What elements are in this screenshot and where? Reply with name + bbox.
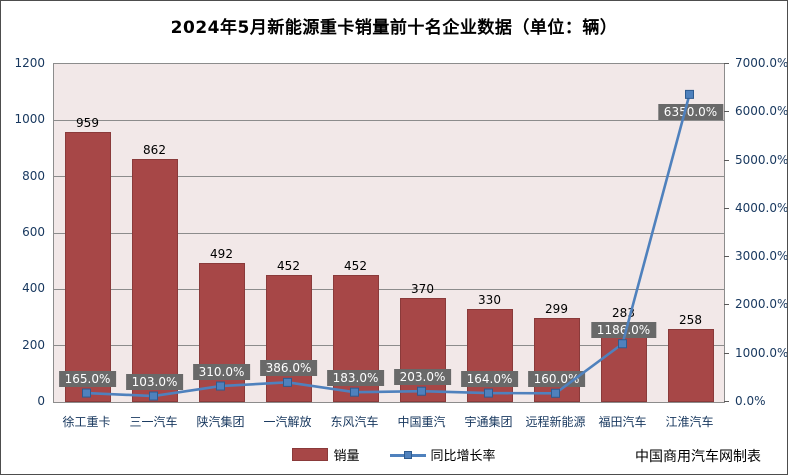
left-axis-tick-label: 800 xyxy=(22,168,45,183)
legend-item-growth: 同比增长率 xyxy=(389,445,496,464)
bar-value-label: 330 xyxy=(478,293,501,308)
gridline xyxy=(54,345,724,347)
right-axis-tick-mark xyxy=(724,63,729,64)
left-axis-tick-label: 600 xyxy=(22,225,45,239)
right-axis-tick-mark xyxy=(724,256,729,258)
bar-value-label: 452 xyxy=(277,258,300,273)
right-axis-tick-label: 4000.0% xyxy=(735,200,788,215)
x-axis-category-label: 中国重汽 xyxy=(397,415,446,429)
x-axis-category-label: 江淮汽车 xyxy=(665,415,714,429)
growth-point-marker xyxy=(283,377,292,387)
growth-point-marker xyxy=(417,386,426,396)
growth-value-label: 183.0% xyxy=(326,370,385,387)
right-axis-tick-label: 1000.0% xyxy=(735,345,788,360)
bar-value-label: 370 xyxy=(411,281,434,296)
footer-credit: 中国商用汽车网制表 xyxy=(635,449,761,465)
growth-point-marker xyxy=(149,391,158,401)
growth-value-label: 203.0% xyxy=(393,369,452,386)
bar-value-label: 492 xyxy=(210,247,233,262)
growth-point-marker xyxy=(618,339,627,349)
growth-value-label: 386.0% xyxy=(259,360,318,377)
x-axis-category-label: 东风汽车 xyxy=(330,415,379,429)
gridline xyxy=(54,288,724,290)
right-axis-tick-label: 3000.0% xyxy=(735,249,788,264)
x-axis-category-label: 陕汽集团 xyxy=(196,415,245,429)
right-axis-tick-mark xyxy=(724,111,729,113)
sales-bar xyxy=(533,317,580,402)
right-axis-tick-label: 5000.0% xyxy=(735,152,788,167)
gridline xyxy=(54,176,724,178)
right-axis-tick-mark xyxy=(724,401,729,402)
right-axis-tick-mark xyxy=(724,352,729,354)
growth-value-label: 103.0% xyxy=(125,374,184,391)
sales-swatch-icon xyxy=(292,448,329,461)
growth-point-marker xyxy=(551,388,560,398)
bar-value-label: 299 xyxy=(545,301,568,316)
legend-sales-label: 销量 xyxy=(333,449,360,464)
gridline xyxy=(54,119,724,121)
sales-bar xyxy=(64,131,111,402)
right-axis-tick-label: 6000.0% xyxy=(735,104,788,119)
growth-value-label: 165.0% xyxy=(58,371,117,388)
left-axis-tick-label: 0 xyxy=(37,394,45,408)
right-axis-tick-label: 7000.0% xyxy=(735,56,788,70)
bar-value-label: 452 xyxy=(344,258,367,273)
growth-point-marker xyxy=(484,388,493,398)
growth-line xyxy=(86,94,691,398)
left-axis-tick-label: 200 xyxy=(22,337,45,352)
growth-line-series xyxy=(82,89,694,401)
growth-point-marker xyxy=(82,388,91,398)
bar-value-label: 862 xyxy=(143,143,166,158)
x-axis-category-label: 三一汽车 xyxy=(129,415,178,429)
x-axis-category-label: 一汽解放 xyxy=(263,415,312,429)
left-axis-tick-label: 400 xyxy=(22,281,45,296)
sales-bar xyxy=(667,329,714,402)
sales-bar xyxy=(131,159,178,402)
legend-item-sales: 销量 xyxy=(292,445,360,464)
growth-value-label: 164.0% xyxy=(460,371,519,388)
growth-point-marker xyxy=(350,387,359,397)
growth-point-marker xyxy=(685,89,694,99)
left-axis-tick-label: 1200 xyxy=(14,56,45,70)
legend: 销量 同比增长率 xyxy=(1,445,787,464)
right-axis-tick-mark xyxy=(724,207,729,209)
plot-area: 959 862 492 452 452 370 330 299 283 258 165.0% 103.… xyxy=(53,63,725,403)
growth-value-label: 6350.0% xyxy=(657,104,724,121)
right-axis-tick-label: 2000.0% xyxy=(735,297,788,312)
growth-value-label: 310.0% xyxy=(192,364,251,381)
right-axis-tick-mark xyxy=(724,304,729,306)
x-axis-category-label: 远程新能源 xyxy=(525,415,586,429)
x-axis-category-label: 宇通集团 xyxy=(464,415,513,429)
x-axis-category-label: 徐工重卡 xyxy=(62,415,111,429)
growth-swatch-icon xyxy=(389,449,426,460)
right-axis-tick-label: 0.0% xyxy=(735,394,766,408)
left-axis-tick-label: 1000 xyxy=(14,112,45,127)
x-axis-category-label: 福田汽车 xyxy=(598,415,647,429)
bar-value-label: 959 xyxy=(76,115,99,130)
gridline xyxy=(54,232,724,234)
growth-point-marker xyxy=(216,381,225,391)
chart-title: 2024年5月新能源重卡销量前十名企业数据（单位：辆） xyxy=(170,18,618,38)
legend-growth-label: 同比增长率 xyxy=(430,449,496,464)
bar-value-label: 258 xyxy=(679,313,702,328)
right-axis-tick-mark xyxy=(724,159,729,161)
growth-value-label: 1186.0% xyxy=(590,321,657,338)
